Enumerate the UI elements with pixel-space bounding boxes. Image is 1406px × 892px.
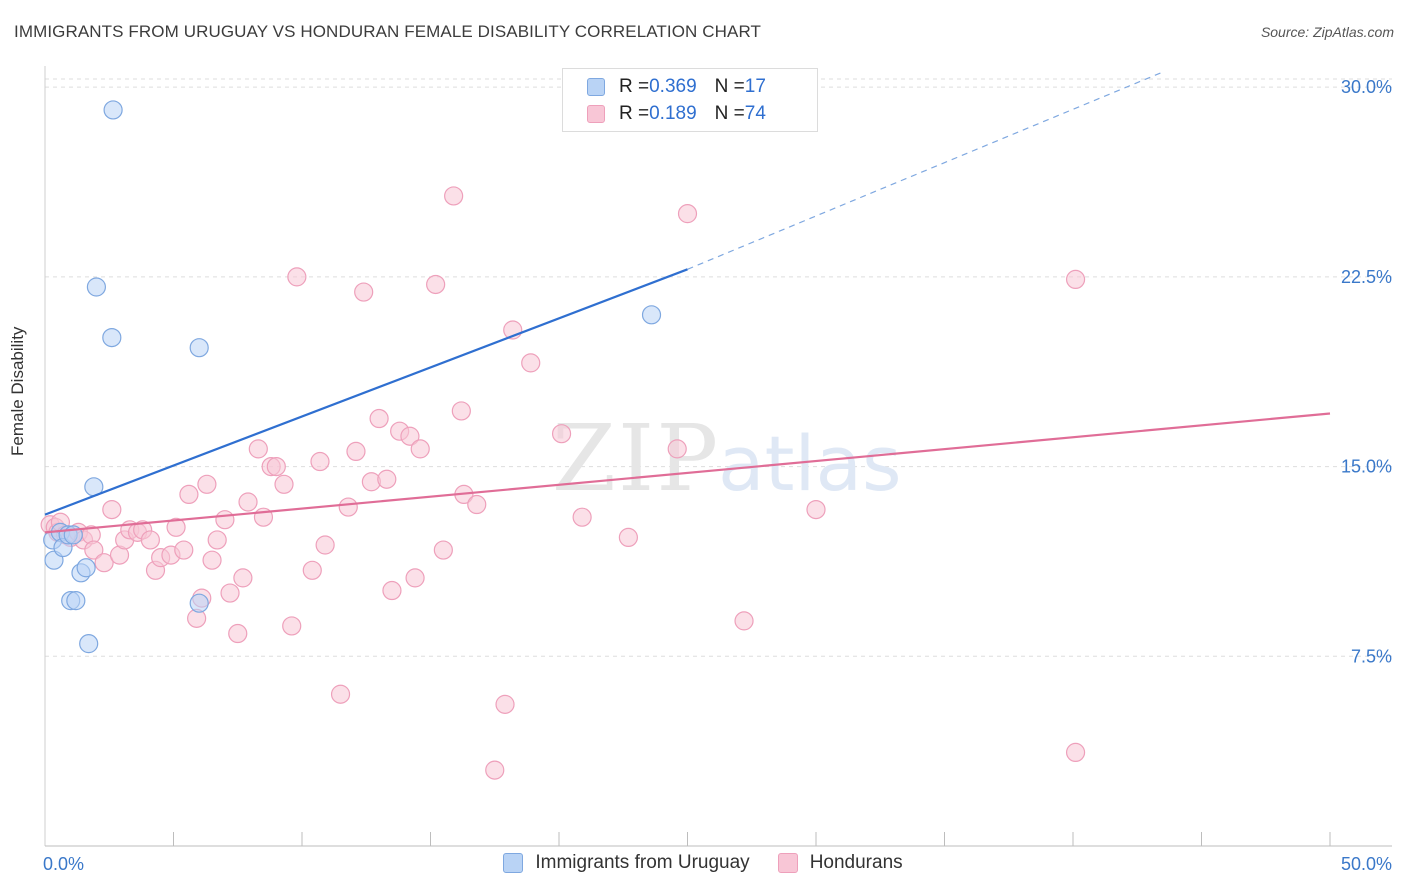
honduran-point (572, 507, 592, 527)
chart-title: IMMIGRANTS FROM URUGUAY VS HONDURAN FEMA… (14, 22, 762, 41)
honduran-point (410, 439, 430, 459)
series-label-uruguay: Immigrants from Uruguay (535, 852, 750, 873)
x-tick-label-min: 0.0% (43, 854, 84, 874)
x-tick-label-max: 50.0% (1341, 854, 1392, 874)
honduran-point (330, 684, 351, 704)
honduran-point (228, 623, 248, 644)
legend-n-value: 17 (744, 76, 766, 97)
honduran-point (197, 474, 217, 494)
source-label: Source: ZipAtlas.com (1260, 24, 1394, 40)
uruguay-point (103, 100, 123, 120)
honduran-point (310, 451, 330, 472)
honduran-point (734, 611, 754, 631)
legend-swatch-hondurans (587, 105, 605, 123)
y-tick-label: 30.0% (1341, 77, 1392, 97)
series-legend-uruguay[interactable]: Immigrants from Uruguay (503, 852, 750, 874)
honduran-point (433, 540, 453, 560)
honduran-trend-line (44, 412, 1331, 534)
honduran-point (266, 456, 286, 477)
honduran-point (238, 492, 258, 512)
honduran-point (166, 517, 186, 537)
honduran-point (140, 530, 160, 550)
honduran-point (467, 494, 487, 515)
honduran-point (405, 568, 425, 588)
legend-n-label: N = (714, 103, 745, 124)
legend-swatch-uruguay (587, 78, 605, 96)
series-legend-hondurans[interactable]: Hondurans (777, 852, 903, 874)
uruguay-point (189, 593, 209, 613)
uruguay-point (189, 338, 209, 358)
honduran-point (521, 353, 541, 373)
uruguay-point (641, 305, 662, 325)
honduran-point (426, 274, 446, 295)
honduran-point (215, 510, 235, 530)
tick-labels: 7.5% 15.0% 22.5% 30.0% 0.0% 50.0% (43, 77, 1392, 874)
series-legend: Immigrants from Uruguay Hondurans (0, 852, 1406, 874)
legend-r-value: 0.189 (649, 103, 697, 124)
honduran-point (346, 441, 366, 462)
honduran-point (94, 553, 114, 573)
honduran-point (618, 527, 638, 548)
honduran-point (400, 426, 420, 446)
axes (44, 66, 1392, 847)
series-swatch-uruguay (503, 853, 524, 873)
uruguay-point (79, 634, 99, 654)
honduran-point (806, 499, 826, 520)
uruguay-trend-extension (687, 71, 1164, 270)
honduran-point (667, 439, 687, 459)
legend-r-value: 0.369 (649, 76, 697, 97)
honduran-point (220, 583, 240, 603)
honduran-point (287, 267, 307, 287)
honduran-point (179, 484, 199, 505)
honduran-point (338, 497, 358, 517)
honduran-point (1065, 269, 1086, 290)
uruguay-point (86, 277, 107, 297)
legend-row-uruguay: R = 0.369 N = 17 (587, 75, 766, 99)
honduran-point (451, 401, 471, 421)
honduran-point (377, 469, 397, 489)
watermark-zip: ZIP (552, 405, 720, 512)
watermark-atlas: atlas (718, 419, 902, 508)
series-label-hondurans: Hondurans (809, 852, 903, 873)
y-tick-label: 22.5% (1341, 267, 1392, 287)
uruguay-point (102, 327, 122, 348)
honduran-point (207, 530, 227, 550)
honduran-point (382, 580, 402, 601)
honduran-point (495, 694, 515, 714)
y-tick-label: 7.5% (1351, 646, 1392, 666)
honduran-point (677, 204, 698, 224)
honduran-point (444, 186, 464, 206)
uruguay-point (66, 591, 86, 611)
uruguay-point (76, 558, 96, 578)
honduran-point (315, 535, 335, 555)
honduran-point (551, 424, 572, 444)
honduran-point (102, 499, 122, 520)
legend-n-value: 74 (744, 103, 766, 124)
honduran-point (84, 540, 104, 560)
honduran-point (354, 282, 374, 302)
honduran-point (274, 474, 294, 494)
watermark: ZIP atlas (552, 405, 902, 512)
honduran-point (248, 439, 268, 459)
series-swatch-hondurans (777, 853, 798, 873)
legend-r-label: R = (619, 76, 650, 97)
legend-n-label: N = (714, 76, 745, 97)
data-points (40, 100, 1086, 780)
legend-row-hondurans: R = 0.189 N = 74 (587, 102, 766, 126)
honduran-point (1065, 742, 1086, 763)
legend-r-label: R = (619, 103, 650, 124)
trend-lines (44, 71, 1331, 534)
y-tick-label: 15.0% (1341, 457, 1392, 477)
honduran-point (202, 550, 222, 570)
honduran-point (174, 540, 194, 560)
y-axis-label: Female Disability (8, 326, 27, 456)
honduran-point (302, 560, 322, 580)
correlation-legend: R = 0.369 N = 17 R = 0.189 N = 74 (562, 68, 818, 132)
honduran-point (282, 616, 302, 636)
uruguay-trend-line (44, 268, 688, 516)
honduran-point (369, 408, 389, 429)
honduran-point (485, 760, 505, 780)
honduran-point (233, 568, 253, 588)
